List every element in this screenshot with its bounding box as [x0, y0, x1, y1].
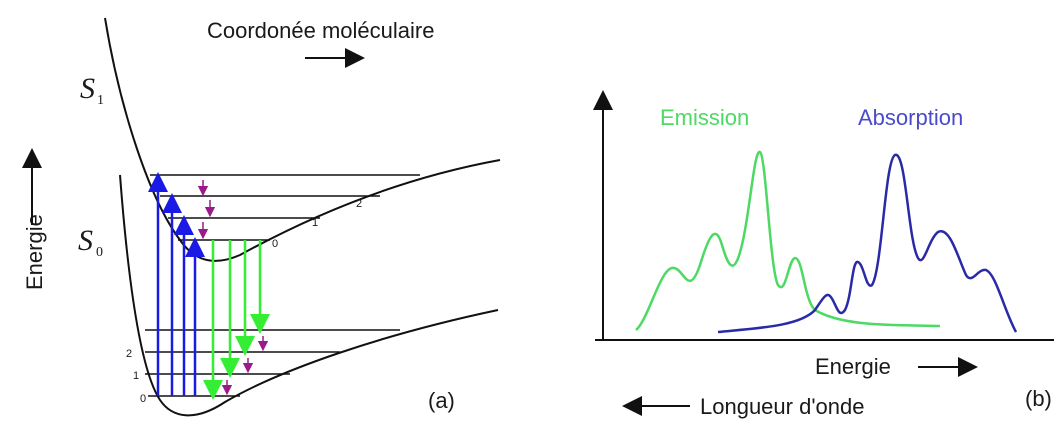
- s0-level-label-2: 2: [126, 348, 132, 360]
- panel-b-label: (b): [1025, 386, 1052, 411]
- state-s0-letter: S: [78, 224, 93, 257]
- s0-level-label-1: 1: [133, 370, 139, 382]
- state-s1-subscript: 1: [97, 93, 104, 108]
- emission-spectrum: [635, 150, 941, 331]
- panel-a: Coordonée moléculaire Energie S 1 S 0 0 …: [22, 17, 501, 417]
- panel-b: Emission Absorption Energie Longueur d'o…: [593, 90, 1054, 419]
- state-s1-letter: S: [80, 72, 95, 105]
- state-s0-subscript: 0: [96, 245, 103, 260]
- energy-x-label: Energie: [815, 354, 891, 379]
- s1-level-label-2: 2: [356, 198, 362, 210]
- s1-level-label-1: 1: [312, 217, 318, 229]
- s0-level-label-0: 0: [140, 393, 146, 405]
- s0-potential-curve: [119, 174, 499, 417]
- wavelength-label: Longueur d'onde: [700, 394, 864, 419]
- absorption-spectrum: [717, 153, 1018, 334]
- absorption-label: Absorption: [858, 105, 963, 130]
- molecular-coordinate-label: Coordonée moléculaire: [207, 18, 434, 43]
- energy-axis-label: Energie: [22, 214, 47, 290]
- panel-a-label: (a): [428, 388, 455, 413]
- s1-level-label-0: 0: [272, 238, 278, 250]
- emission-label: Emission: [660, 105, 749, 130]
- s1-potential-curve: [104, 17, 501, 262]
